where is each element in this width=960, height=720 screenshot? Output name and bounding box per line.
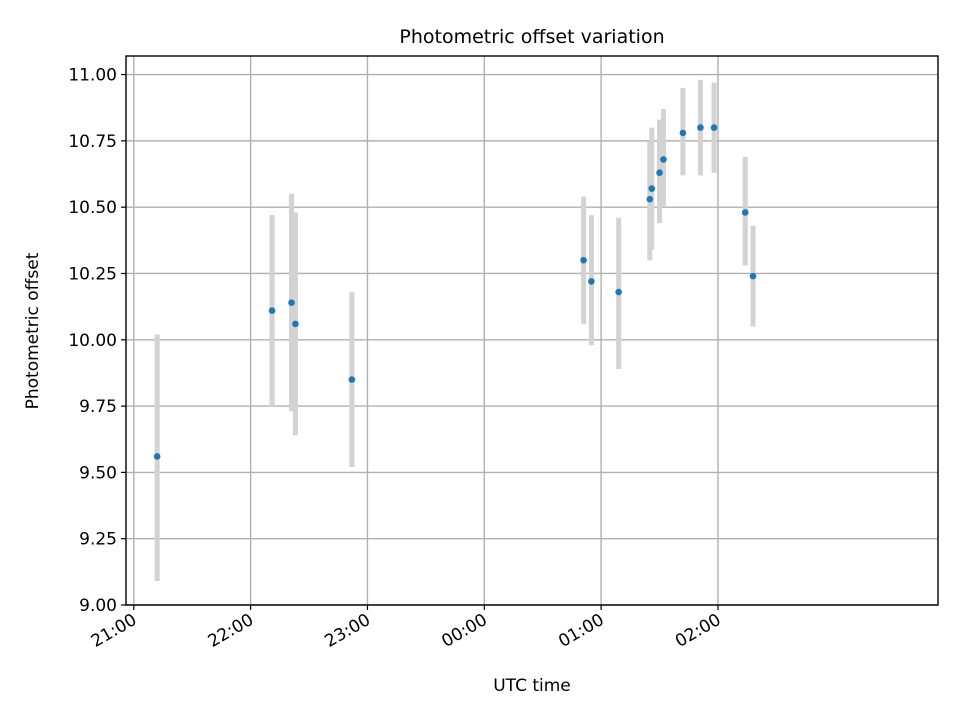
y-tick-label: 9.00: [79, 596, 117, 616]
data-point: [648, 185, 656, 192]
data-point: [292, 320, 299, 328]
y-tick-label: 9.50: [79, 463, 117, 483]
y-tick-label: 11.00: [68, 66, 117, 86]
data-point: [697, 124, 704, 131]
data-point: [580, 256, 587, 264]
data-point: [153, 453, 161, 460]
data-point: [348, 376, 356, 383]
axis-ticks: 21:00 22:00 23:00 00:00 01:00 02:00 9.00 9.25 9.…: [68, 66, 724, 652]
data-point: [646, 195, 654, 203]
y-tick-label: 9.75: [79, 397, 117, 417]
x-tick-label: 22:00: [205, 610, 257, 652]
error-bars: [154, 79, 756, 582]
data-point: [288, 299, 295, 306]
data-point: [679, 129, 687, 137]
y-tick-label: 9.25: [79, 530, 117, 550]
y-tick-label: 10.00: [68, 331, 117, 351]
chart-title: Photometric offset variation: [399, 26, 664, 48]
x-tick-label: 01:00: [555, 610, 607, 652]
x-tick-label: 21:00: [88, 610, 140, 652]
grid-lines: [126, 56, 938, 606]
data-point: [615, 288, 622, 296]
x-tick-label: 02:00: [672, 610, 724, 652]
data-point: [710, 124, 718, 131]
data-point: [660, 156, 667, 163]
data-point: [268, 307, 276, 314]
data-point: [588, 278, 595, 285]
data-point: [749, 272, 757, 280]
data-point: [656, 169, 663, 176]
x-tick-label: 00:00: [438, 610, 490, 652]
y-tick-label: 10.25: [68, 264, 117, 284]
y-axis-label: Photometric offset: [23, 252, 43, 409]
y-tick-label: 10.75: [68, 132, 117, 152]
x-axis-label: UTC time: [493, 676, 571, 696]
plot-frame: [125, 55, 939, 606]
x-tick-label: 23:00: [322, 610, 374, 652]
data-points: [153, 124, 757, 460]
y-tick-label: 10.50: [68, 198, 117, 218]
data-point: [741, 209, 749, 216]
